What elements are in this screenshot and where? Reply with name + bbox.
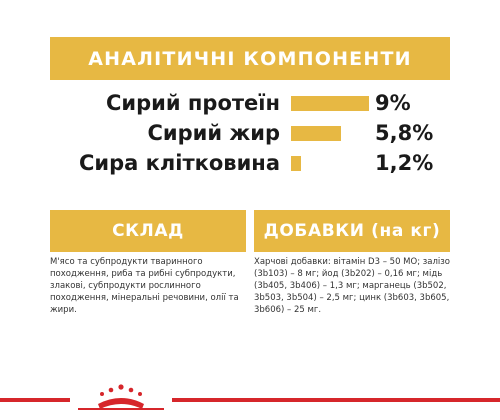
composition-title: СКЛАД (112, 221, 184, 241)
analysis-label: Сирий протеїн (106, 91, 280, 115)
royal-canin-crown-icon (78, 384, 164, 410)
analysis-row-protein: Сирий протеїн 9% (0, 88, 500, 118)
additives-header: ДОБАВКИ (на кг) (254, 210, 450, 252)
analysis-value: 9% (375, 91, 411, 115)
analysis-value: 1,2% (375, 151, 434, 175)
footer-red-line (0, 398, 500, 402)
analysis-row-fiber: Сира клітковина 1,2% (0, 148, 500, 178)
composition-text: М'ясо та субпродукти тваринного походжен… (50, 257, 239, 315)
analysis-label: Сирий жир (147, 121, 280, 145)
additives-title: ДОБАВКИ (на кг) (263, 221, 441, 241)
analytical-components-banner: АНАЛІТИЧНІ КОМПОНЕНТИ (50, 37, 450, 80)
brand-logo (70, 380, 172, 414)
composition-header: СКЛАД (50, 210, 246, 252)
analytical-components-title: АНАЛІТИЧНІ КОМПОНЕНТИ (88, 47, 412, 70)
analysis-label: Сира клітковина (78, 151, 280, 175)
analysis-row-fat: Сирий жир 5,8% (0, 118, 500, 148)
analysis-bar (291, 156, 302, 171)
analysis-bar (291, 126, 342, 141)
analysis-bar (291, 96, 369, 111)
additives-text: Харчові добавки: вітамін D3 – 50 МО; зал… (254, 257, 451, 315)
analysis-value: 5,8% (375, 121, 434, 145)
